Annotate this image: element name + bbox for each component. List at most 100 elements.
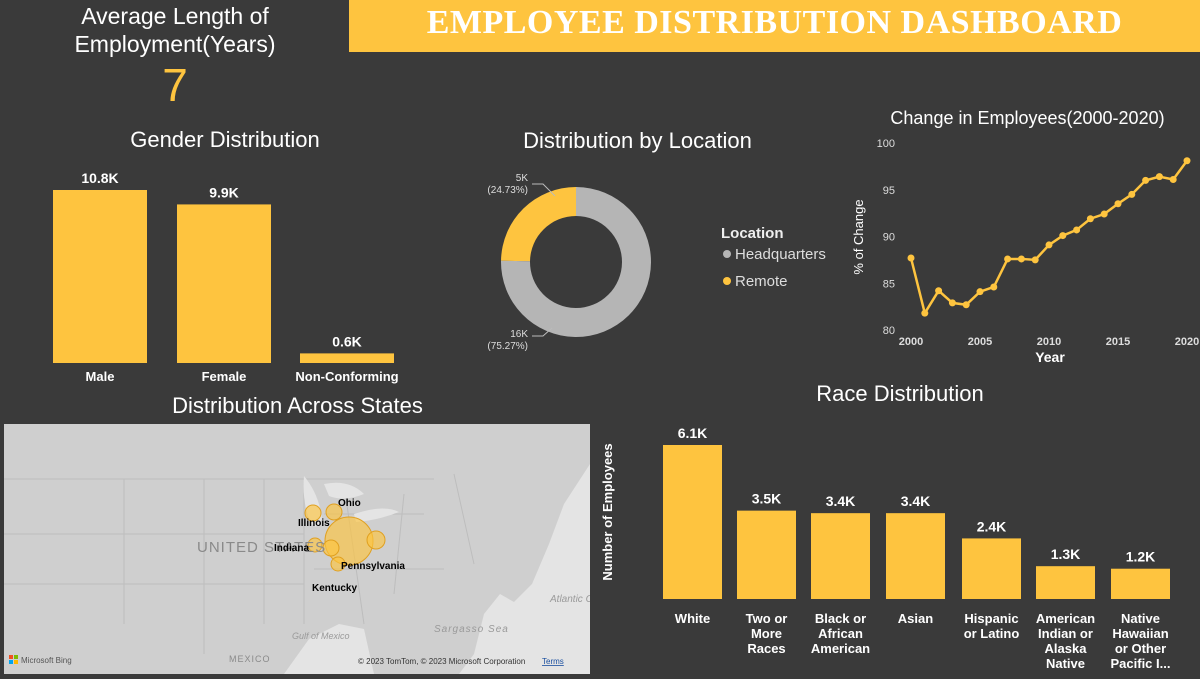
bubble-kentucky[interactable] xyxy=(330,556,346,572)
y-tick-label: 95 xyxy=(883,185,895,197)
map-land xyxy=(4,424,590,674)
race-bar[interactable] xyxy=(1036,566,1095,599)
map-brand: Microsoft Bing xyxy=(21,656,72,665)
change-point[interactable] xyxy=(962,301,970,309)
gender-chart: 10.8K Male 9.9K Female 0.6K Non-Conforming xyxy=(53,170,399,384)
change-point[interactable] xyxy=(1059,232,1067,240)
donut-label-remote-pct: (24.73%) xyxy=(487,185,528,196)
race-bar[interactable] xyxy=(1111,568,1170,599)
bubble-central[interactable] xyxy=(322,539,340,557)
map-gulf-label: Gulf of Mexico xyxy=(292,631,350,641)
donut-leader-remote xyxy=(532,183,556,197)
map-country-label: UNITED STATES xyxy=(197,539,326,556)
race-data-label: 3.4K xyxy=(826,493,856,509)
race-data-label: 2.4K xyxy=(977,518,1007,534)
lake-erie xyxy=(354,508,399,522)
x-tick-label: 2015 xyxy=(1106,336,1130,348)
change-point[interactable] xyxy=(1155,173,1163,181)
change-chart-title: Change in Employees(2000-2020) xyxy=(890,108,1165,128)
change-point[interactable] xyxy=(1169,175,1177,183)
bubble-east[interactable] xyxy=(366,530,386,550)
race-bar[interactable] xyxy=(962,538,1021,599)
donut-slice-remote[interactable] xyxy=(501,187,576,262)
states-map[interactable]: UNITED STATES Ohio Illinois Indiana Penn… xyxy=(4,424,590,674)
y-tick-label: 90 xyxy=(883,232,895,244)
change-point[interactable] xyxy=(1004,255,1012,263)
change-point[interactable] xyxy=(1045,241,1053,249)
y-tick-label: 85 xyxy=(883,278,895,290)
bubble-illinois[interactable] xyxy=(304,504,322,522)
legend-swatch-icon xyxy=(723,277,731,285)
race-bar[interactable] xyxy=(737,510,796,599)
race-data-label: 1.2K xyxy=(1126,549,1156,565)
legend-swatch-icon xyxy=(723,250,731,258)
change-point[interactable] xyxy=(1086,215,1094,223)
donut-slice-headquarters[interactable] xyxy=(501,187,651,337)
bing-logo-icon xyxy=(9,655,18,664)
race-data-label: 1.3K xyxy=(1051,546,1081,562)
change-point[interactable] xyxy=(1142,176,1150,184)
change-point[interactable] xyxy=(907,254,915,262)
change-point[interactable] xyxy=(1073,226,1081,234)
race-category-label: Hispanic xyxy=(964,611,1018,626)
race-category-label: American xyxy=(1036,611,1095,626)
x-tick-label: 2000 xyxy=(899,336,923,348)
race-category-label: American xyxy=(811,641,870,656)
lake-huron xyxy=(324,482,364,499)
change-point[interactable] xyxy=(990,283,998,291)
change-point[interactable] xyxy=(976,288,984,296)
change-point[interactable] xyxy=(1031,256,1039,264)
map-title: Distribution Across States xyxy=(172,393,423,418)
map-canvas: UNITED STATES Ohio Illinois Indiana Penn… xyxy=(4,424,590,674)
map-state-label-indiana: Indiana xyxy=(274,543,309,554)
location-legend-title: Location xyxy=(721,225,784,242)
race-category-label: or Latino xyxy=(964,626,1020,641)
gender-category-label: Female xyxy=(202,369,247,384)
change-point[interactable] xyxy=(1100,210,1108,218)
change-point[interactable] xyxy=(921,309,929,317)
race-category-label: More xyxy=(751,626,782,641)
donut-label-remote-value: 5K xyxy=(516,173,529,184)
map-state-label-pennsylvania: Pennsylvania xyxy=(341,561,405,572)
x-axis-label: Year xyxy=(1035,349,1065,365)
y-tick-label: 80 xyxy=(883,325,895,337)
x-tick-label: 2005 xyxy=(968,336,992,348)
race-data-label: 3.5K xyxy=(752,491,782,507)
map-state-label-kentucky: Kentucky xyxy=(312,583,357,594)
change-point[interactable] xyxy=(1128,190,1136,198)
race-category-label: Pacific I... xyxy=(1111,656,1171,671)
change-point[interactable] xyxy=(948,299,956,307)
change-point[interactable] xyxy=(1183,157,1191,165)
race-category-label: White xyxy=(675,611,710,626)
race-bar[interactable] xyxy=(663,445,722,599)
map-mexico-label: MEXICO xyxy=(229,654,271,664)
change-point[interactable] xyxy=(1017,255,1025,263)
kpi-value: 7 xyxy=(162,59,188,111)
dashboard-title: EMPLOYEE DISTRIBUTION DASHBOARD xyxy=(426,4,1123,41)
map-state-label-ohio: Ohio xyxy=(338,498,361,509)
legend-entry[interactable]: Remote xyxy=(735,273,788,290)
gender-bar[interactable] xyxy=(53,190,147,363)
location-chart: 5K(24.73%) 16K(75.27%) Location Headquarter… xyxy=(487,173,826,352)
y-axis-label: % of Change xyxy=(851,199,866,274)
race-bar[interactable] xyxy=(886,513,945,599)
gender-bar[interactable] xyxy=(177,204,271,363)
race-bar[interactable] xyxy=(811,513,870,599)
race-category-label: Native xyxy=(1121,611,1160,626)
donut-leader-hq xyxy=(532,327,553,337)
change-point[interactable] xyxy=(935,287,943,295)
bubble-indiana[interactable] xyxy=(307,537,323,553)
gender-category-label: Non-Conforming xyxy=(295,369,398,384)
race-category-label: Alaska xyxy=(1045,641,1088,656)
legend-entry[interactable]: Headquarters xyxy=(735,246,826,263)
change-point[interactable] xyxy=(1114,200,1122,208)
gender-data-label: 0.6K xyxy=(332,333,362,349)
race-category-label: Two or xyxy=(746,611,788,626)
gender-bar[interactable] xyxy=(300,353,394,363)
donut-label-hq-value: 16K xyxy=(510,329,528,340)
title-banner: EMPLOYEE DISTRIBUTION DASHBOARD xyxy=(349,0,1200,52)
map-terms-link[interactable]: Terms xyxy=(542,657,564,666)
x-tick-label: 2010 xyxy=(1037,336,1061,348)
race-y-axis-label: Number of Employees xyxy=(600,443,615,580)
bubble-ohio[interactable] xyxy=(325,503,343,521)
